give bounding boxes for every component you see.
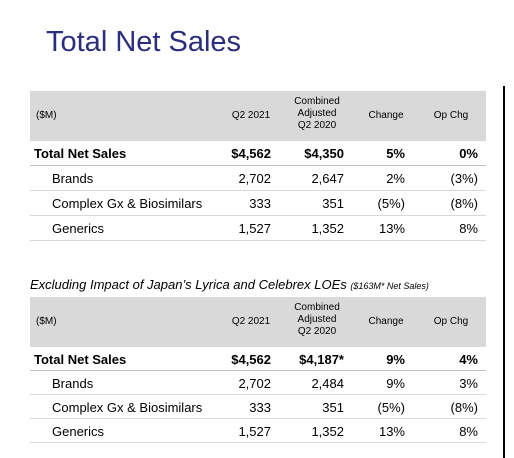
- cell-q2-2021: 333: [249, 196, 271, 211]
- cell-op-chg: (3%): [450, 171, 478, 186]
- cell-q2-2021: $4,562: [231, 146, 271, 161]
- cell-q2-2021: 2,702: [238, 376, 271, 391]
- header-op-chg: Op Chg: [433, 110, 469, 121]
- table-row: Complex Gx & Biosimilars 333 351 (5%) (8…: [30, 395, 486, 419]
- table-header: ($M) Q2 2021 Combined Adjusted Q2 2020 C…: [30, 91, 486, 141]
- cell-op-chg: (8%): [450, 400, 478, 415]
- cell-q2-2021: $4,562: [231, 352, 271, 367]
- row-label: Complex Gx & Biosimilars: [52, 196, 203, 211]
- row-label: Generics: [52, 221, 105, 236]
- table-row: Complex Gx & Biosimilars 333 351 (5%) (8…: [30, 191, 486, 216]
- header-change: Change: [368, 110, 404, 121]
- cell-q2-2020: 1,352: [311, 424, 344, 439]
- table-row: Generics 1,527 1,352 13% 8%: [30, 216, 486, 241]
- row-label: Generics: [52, 424, 105, 439]
- header-q2-2020: Combined Adjusted Q2 2020: [294, 302, 340, 337]
- cell-q2-2020: 2,484: [311, 376, 344, 391]
- cell-change: 9%: [386, 376, 405, 391]
- cell-change: 13%: [378, 221, 405, 236]
- cell-change: 13%: [378, 424, 405, 439]
- cell-q2-2020: 351: [322, 196, 344, 211]
- cell-change: (5%): [377, 400, 405, 415]
- cell-op-chg: 8%: [459, 424, 478, 439]
- cell-change: 2%: [386, 171, 405, 186]
- table-row: Total Net Sales $4,562 $4,187* 9% 4%: [30, 347, 486, 371]
- cell-q2-2020: $4,187*: [299, 352, 344, 367]
- cell-op-chg: (8%): [450, 196, 478, 211]
- header-q2-2021: Q2 2021: [231, 110, 271, 121]
- table-row: Brands 2,702 2,484 9% 3%: [30, 371, 486, 395]
- cell-q2-2020: 1,352: [311, 221, 344, 236]
- cell-q2-2021: 2,702: [238, 171, 271, 186]
- cell-change: 9%: [386, 352, 405, 367]
- section-subtitle: Excluding Impact of Japan’s Lyrica and C…: [30, 277, 429, 292]
- header-op-chg: Op Chg: [433, 316, 469, 327]
- cell-op-chg: 0%: [459, 146, 478, 161]
- cell-q2-2020: 2,647: [311, 171, 344, 186]
- header-q2-2021: Q2 2021: [231, 316, 271, 327]
- net-sales-table: ($M) Q2 2021 Combined Adjusted Q2 2020 C…: [30, 91, 486, 241]
- cell-q2-2020: 351: [322, 400, 344, 415]
- adjusted-net-sales-table: ($M) Q2 2021 Combined Adjusted Q2 2020 C…: [30, 297, 486, 443]
- page-title: Total Net Sales: [46, 26, 242, 58]
- divider-line: [503, 86, 505, 458]
- row-label: Brands: [52, 171, 94, 186]
- cell-change: 5%: [386, 146, 405, 161]
- cell-op-chg: 4%: [459, 352, 478, 367]
- table-row: Total Net Sales $4,562 $4,350 5% 0%: [30, 141, 486, 166]
- row-label: Total Net Sales: [34, 352, 127, 367]
- header-change: Change: [368, 316, 404, 327]
- cell-q2-2020: $4,350: [304, 146, 344, 161]
- header-unit: ($M): [36, 110, 57, 121]
- row-label: Total Net Sales: [34, 146, 127, 161]
- subtitle-main: Excluding Impact of Japan’s Lyrica and C…: [30, 277, 347, 292]
- cell-change: (5%): [377, 196, 405, 211]
- header-q2-2020: Combined Adjusted Q2 2020: [294, 96, 340, 131]
- row-label: Complex Gx & Biosimilars: [52, 400, 203, 415]
- header-unit: ($M): [36, 316, 57, 327]
- cell-q2-2021: 333: [249, 400, 271, 415]
- subtitle-note: ($163M* Net Sales): [350, 281, 429, 291]
- row-label: Brands: [52, 376, 94, 391]
- table-row: Brands 2,702 2,647 2% (3%): [30, 166, 486, 191]
- cell-op-chg: 8%: [459, 221, 478, 236]
- table-header: ($M) Q2 2021 Combined Adjusted Q2 2020 C…: [30, 297, 486, 347]
- cell-q2-2021: 1,527: [238, 221, 271, 236]
- cell-op-chg: 3%: [459, 376, 478, 391]
- cell-q2-2021: 1,527: [238, 424, 271, 439]
- table-row: Generics 1,527 1,352 13% 8%: [30, 419, 486, 443]
